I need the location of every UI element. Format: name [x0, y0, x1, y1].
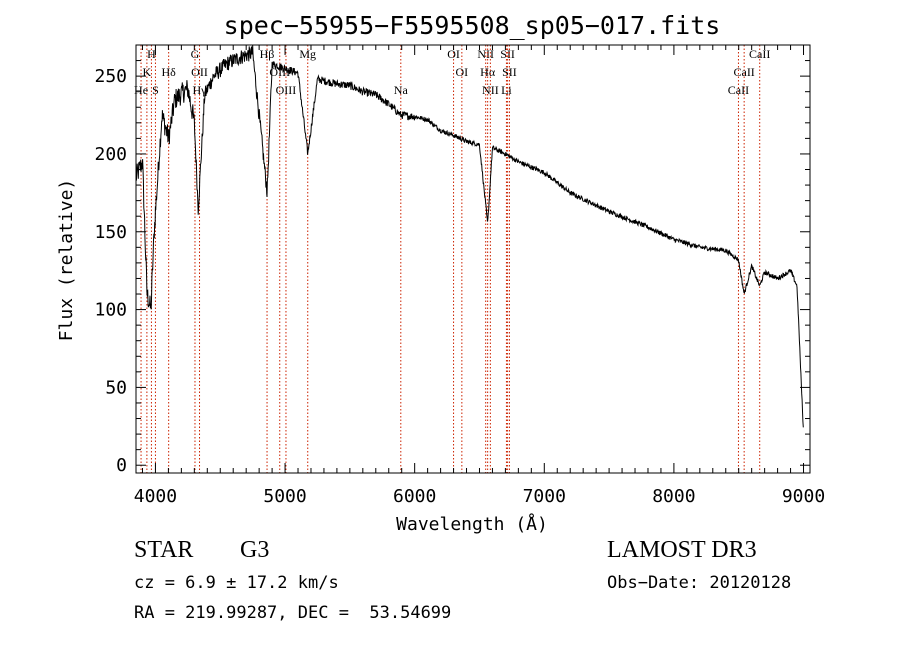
line-label: Hδ — [161, 65, 176, 79]
survey-name: LAMOST DR3 — [607, 537, 757, 563]
line-label: OIII — [276, 83, 297, 97]
x-tick-label: 9000 — [782, 486, 825, 507]
line-label: SII — [500, 47, 515, 61]
x-tick-label: 5000 — [263, 486, 306, 507]
line-label: CaII — [728, 83, 749, 97]
redshift-cz: cz = 6.9 ± 17.2 km/s — [134, 573, 339, 593]
line-label: OI — [447, 47, 460, 61]
line-label: Hα — [480, 65, 496, 79]
line-label: Na — [394, 83, 409, 97]
line-label: G — [191, 47, 200, 61]
line-label: CaII — [749, 47, 770, 61]
line-label: Li — [501, 83, 512, 97]
line-label: OI — [456, 65, 469, 79]
y-tick-label: 0 — [116, 455, 127, 476]
y-axis: 0 50 100 150 200 250 — [94, 60, 810, 476]
line-label: SII — [502, 65, 517, 79]
observation-date: Obs−Date: 20120128 — [607, 573, 792, 593]
spectrum-line — [135, 45, 804, 428]
line-label: Hβ — [260, 47, 275, 61]
chart-title: spec−55955−F5595508_sp05−017.fits — [224, 11, 721, 40]
y-tick-label: 250 — [94, 66, 127, 87]
object-subclass: G3 — [240, 537, 270, 563]
line-label: NII — [477, 47, 494, 61]
y-axis-label: Flux (relative) — [56, 179, 77, 342]
x-axis-label: Wavelength (Å) — [396, 513, 548, 535]
y-tick-label: 100 — [94, 300, 127, 321]
line-label: H — [147, 47, 156, 61]
line-label: S — [152, 83, 159, 97]
y-tick-label: 150 — [94, 222, 127, 243]
line-label: OII — [191, 65, 208, 79]
plot-frame — [135, 44, 811, 474]
line-label: Hγ — [193, 83, 208, 97]
x-tick-label: 7000 — [523, 486, 566, 507]
line-label: NII — [482, 83, 499, 97]
line-label: Mg — [299, 47, 316, 61]
object-class: STAR — [134, 537, 194, 563]
x-tick-label: 6000 — [393, 486, 436, 507]
line-label: CaII — [733, 65, 754, 79]
x-tick-label: 4000 — [134, 486, 177, 507]
y-tick-label: 200 — [94, 144, 127, 165]
line-label: He — [134, 83, 148, 97]
sky-coordinates: RA = 219.99287, DEC = 53.54699 — [134, 603, 452, 623]
x-tick-label: 8000 — [652, 486, 695, 507]
line-label: K — [143, 65, 152, 79]
x-axis: 4000 5000 6000 7000 8000 9000 — [134, 45, 825, 507]
y-tick-label: 50 — [105, 377, 127, 398]
